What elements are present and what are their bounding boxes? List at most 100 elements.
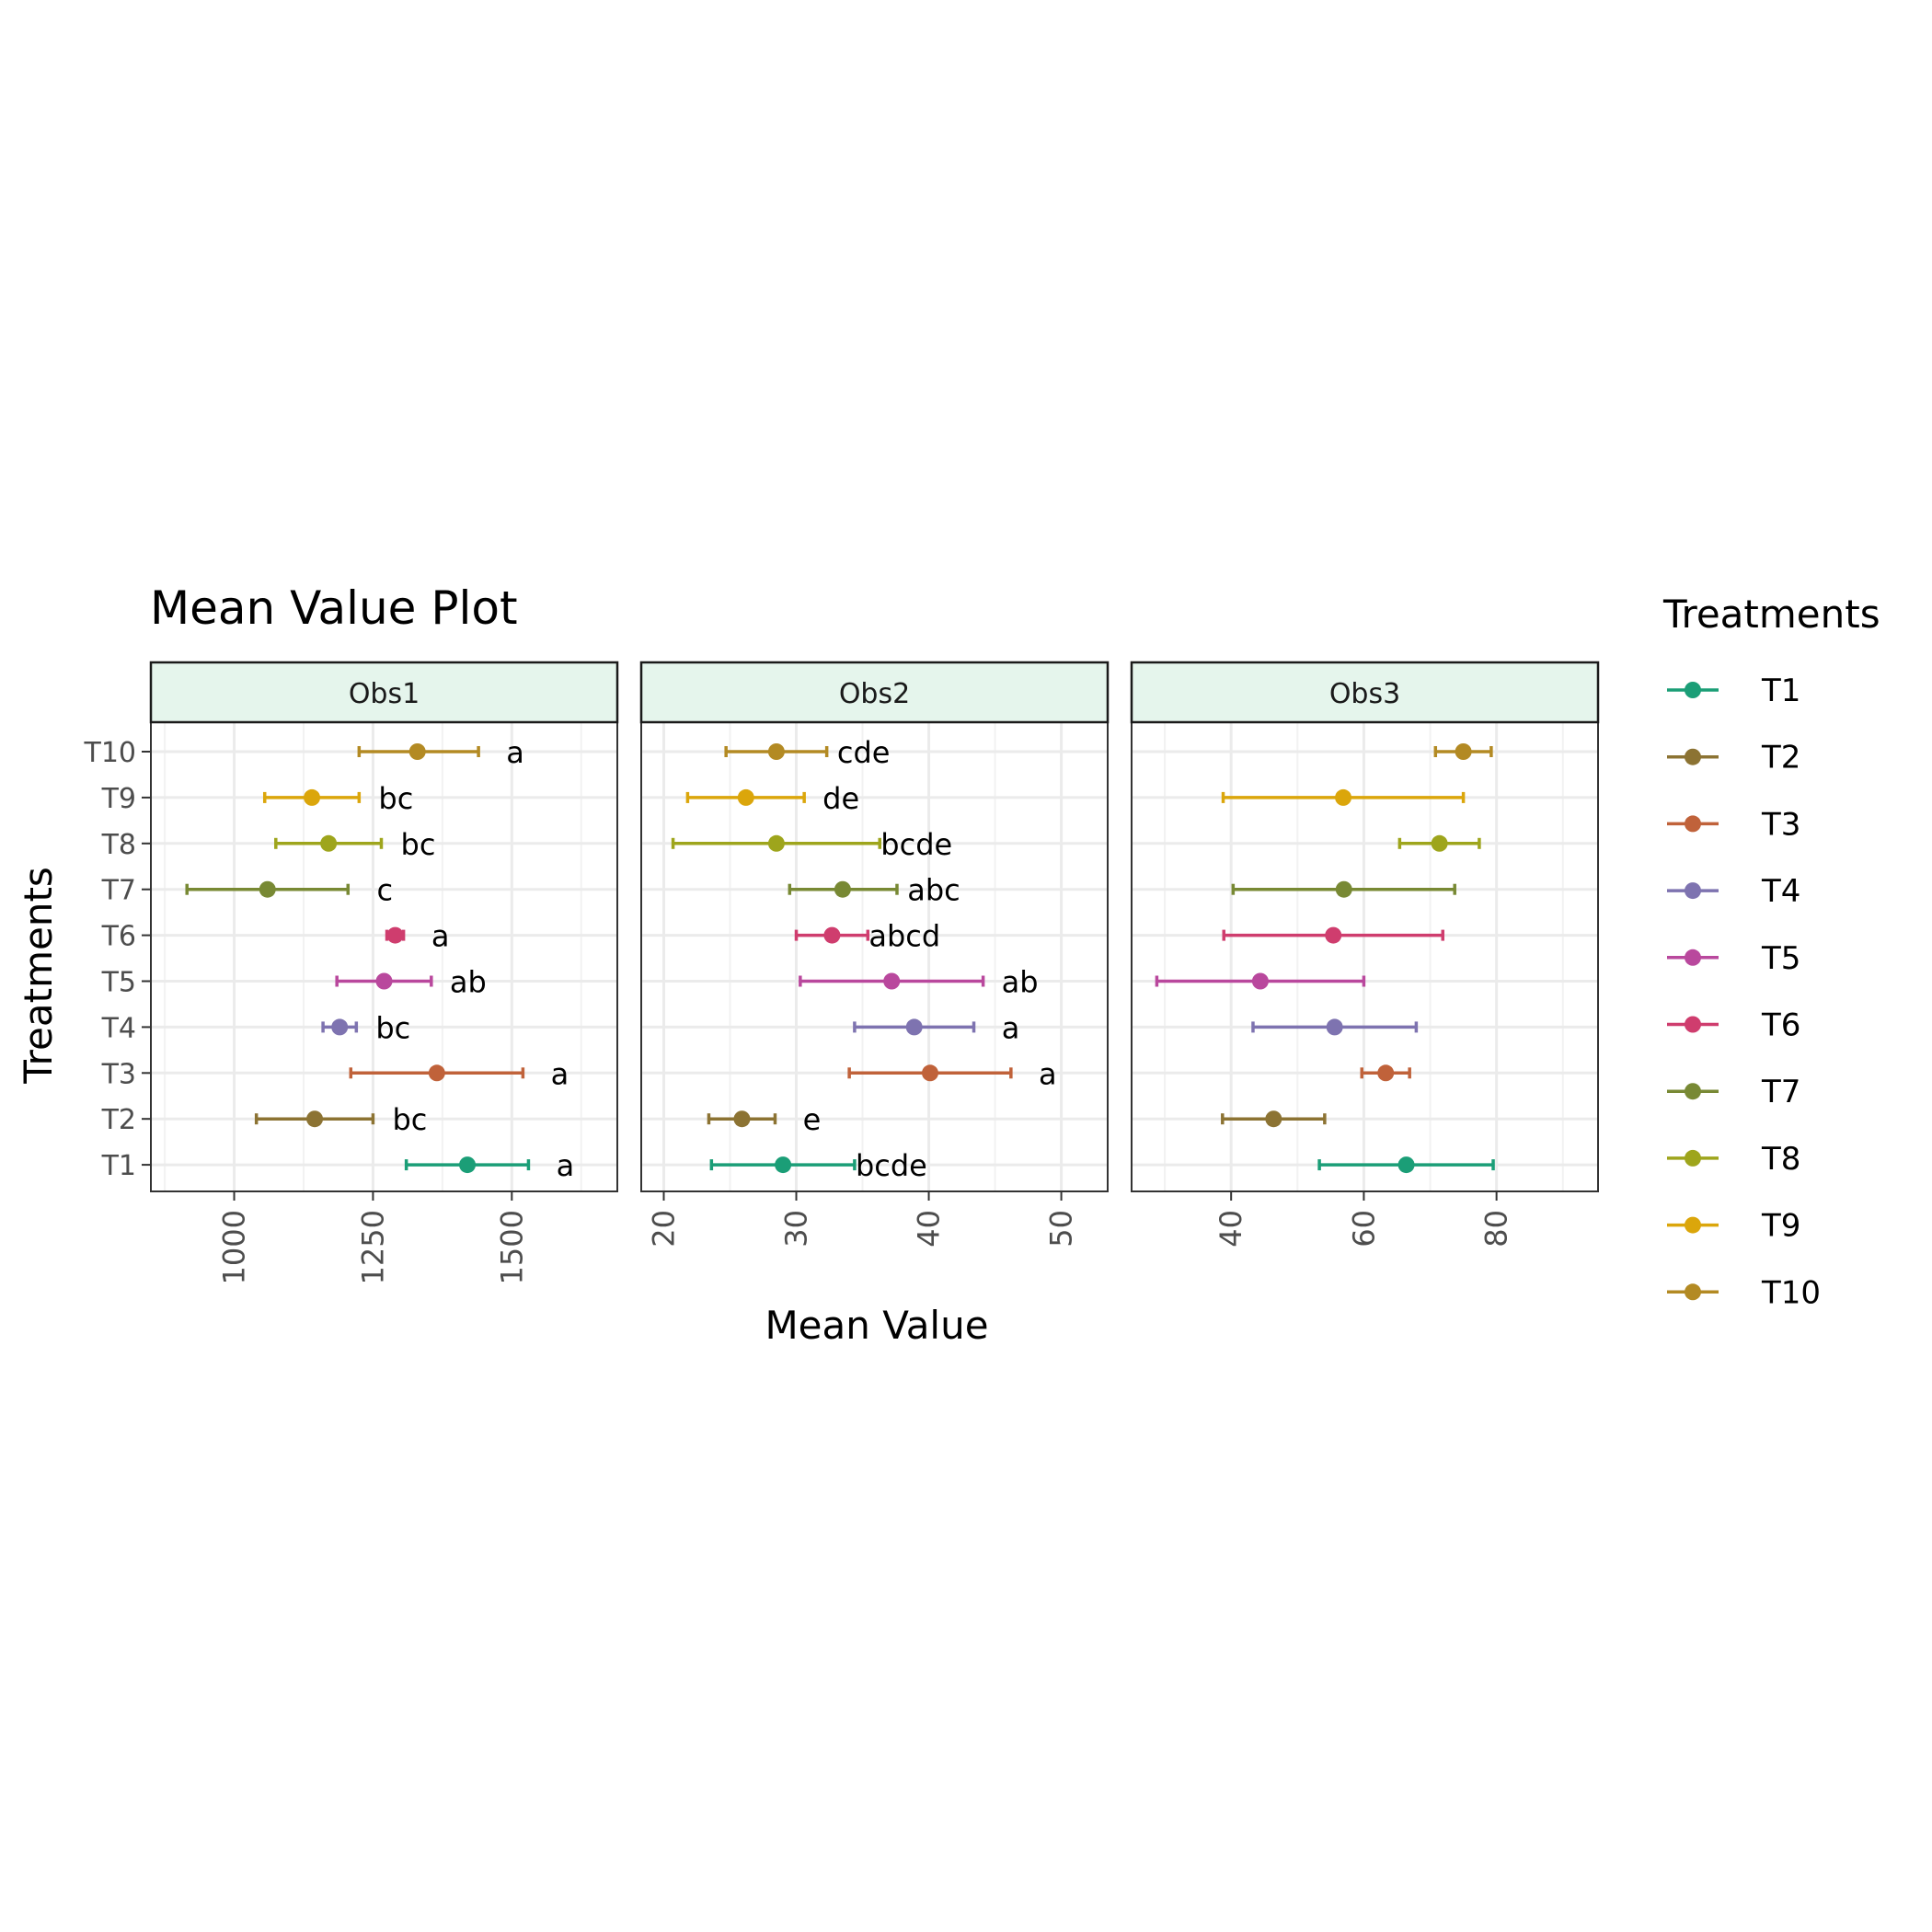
mean-point-t9	[737, 788, 754, 806]
x-tick-label: 1000	[217, 1210, 252, 1284]
y-tick-label: T2	[101, 1104, 136, 1136]
mean-point-t3	[921, 1064, 938, 1082]
legend-title: Treatments	[1662, 592, 1880, 637]
group-label-t6: a	[431, 919, 450, 954]
legend-key-point	[1685, 1083, 1701, 1100]
group-label-t1: bcde	[856, 1148, 927, 1183]
mean-point-t10	[767, 743, 785, 760]
legend-item-label: T8	[1761, 1141, 1800, 1178]
mean-point-t3	[1377, 1064, 1395, 1082]
facet-strip	[149, 661, 619, 724]
legend-item-label: T6	[1761, 1007, 1800, 1044]
group-label-t7: c	[376, 873, 393, 908]
mean-point-t6	[823, 926, 841, 944]
mean-point-t9	[304, 788, 321, 806]
y-tick-label: T1	[101, 1150, 136, 1182]
x-tick-label: 1250	[355, 1210, 390, 1284]
legend-item-t4: T4	[1667, 873, 1800, 910]
legend-key-point	[1685, 949, 1701, 966]
y-tick-label: T10	[84, 737, 137, 769]
mean-point-t10	[408, 743, 426, 760]
mean-point-t1	[775, 1156, 792, 1174]
facet-strip-label: Obs2	[839, 678, 910, 710]
group-label-t3: a	[551, 1056, 569, 1091]
y-tick-label: T4	[101, 1012, 136, 1044]
group-label-t6: abcd	[868, 919, 940, 954]
mean-point-t4	[1326, 1018, 1343, 1036]
legend-key-point	[1685, 882, 1701, 900]
group-label-t4: bc	[375, 1010, 410, 1045]
chart-title: Mean Value Plot	[150, 581, 518, 635]
x-tick-label: 40	[1213, 1210, 1248, 1248]
facet-strip-label: Obs3	[1329, 678, 1400, 710]
mean-point-t10	[1455, 743, 1472, 760]
mean-point-t5	[883, 972, 901, 990]
mean-point-t8	[320, 834, 338, 852]
y-axis: T1 T2 T3 T4 T5 T6 T7 T8 T9 T10	[84, 737, 151, 1182]
legend-item-label: T10	[1761, 1274, 1821, 1311]
mean-point-t2	[306, 1110, 324, 1128]
x-tick-label: 40	[912, 1210, 947, 1248]
legend-item-label: T4	[1761, 873, 1800, 910]
mean-point-t6	[386, 926, 404, 944]
mean-point-t6	[1325, 926, 1342, 944]
y-tick-label: T7	[101, 875, 136, 907]
x-axis-title: Mean Value	[765, 1303, 988, 1348]
mean-point-t5	[375, 972, 393, 990]
x-tick-label: 60	[1346, 1210, 1381, 1248]
legend-item-label: T2	[1761, 740, 1800, 776]
legend: Treatments T1 T2 T3 T4 T5 T6 T7 T8 T9 T10	[1662, 592, 1880, 1311]
legend-item-label: T7	[1761, 1074, 1800, 1110]
legend-key-point	[1685, 1149, 1701, 1167]
x-tick-label: 1500	[494, 1210, 529, 1284]
mean-point-t1	[459, 1156, 477, 1174]
facet-strip	[639, 661, 1110, 724]
group-label-t4: a	[1002, 1010, 1020, 1045]
mean-point-t7	[834, 880, 851, 898]
y-tick-label: T3	[101, 1058, 136, 1090]
y-tick-label: T9	[101, 783, 136, 815]
mean-point-t5	[1251, 972, 1269, 990]
y-axis-title: Treatments	[16, 867, 61, 1085]
mean-point-t2	[733, 1110, 751, 1128]
group-label-t9: de	[822, 781, 859, 816]
group-label-t8: bcde	[880, 827, 952, 862]
group-label-t2: bc	[392, 1102, 427, 1137]
y-tick-label: T5	[101, 967, 136, 999]
panel-background	[151, 722, 617, 1191]
legend-item-t6: T6	[1667, 1007, 1800, 1044]
mean-point-t7	[1335, 880, 1352, 898]
legend-key-point	[1685, 1283, 1701, 1301]
legend-item-t8: T8	[1667, 1141, 1800, 1178]
x-tick-label: 20	[646, 1210, 681, 1248]
legend-item-label: T1	[1761, 673, 1800, 709]
group-label-t5: ab	[450, 965, 487, 1000]
group-label-t10: cde	[837, 735, 891, 770]
mean-point-t1	[1397, 1156, 1415, 1174]
legend-item-t9: T9	[1667, 1208, 1800, 1245]
mean-point-t8	[767, 834, 785, 852]
legend-item-label: T9	[1761, 1208, 1800, 1245]
mean-point-t8	[1431, 834, 1448, 852]
y-tick-label: T8	[101, 829, 136, 861]
mean-point-t4	[905, 1018, 923, 1036]
x-tick-label: 80	[1479, 1210, 1514, 1248]
x-tick-label: 30	[779, 1210, 814, 1248]
group-label-t5: ab	[1002, 965, 1039, 1000]
mean-point-t4	[331, 1018, 349, 1036]
mean-point-t7	[259, 880, 276, 898]
legend-key-point	[1685, 1016, 1701, 1033]
legend-item-label: T3	[1761, 806, 1800, 843]
mean-point-t9	[1335, 788, 1352, 806]
group-label-t3: a	[1039, 1056, 1057, 1091]
group-label-t9: bc	[378, 781, 413, 816]
legend-item-label: T5	[1761, 940, 1800, 977]
facet-strip	[1130, 661, 1600, 724]
legend-key-point	[1685, 748, 1701, 765]
facet-panel-obs3: Obs3 40 60 80	[1130, 661, 1600, 1248]
legend-item-t10: T10	[1667, 1274, 1821, 1311]
